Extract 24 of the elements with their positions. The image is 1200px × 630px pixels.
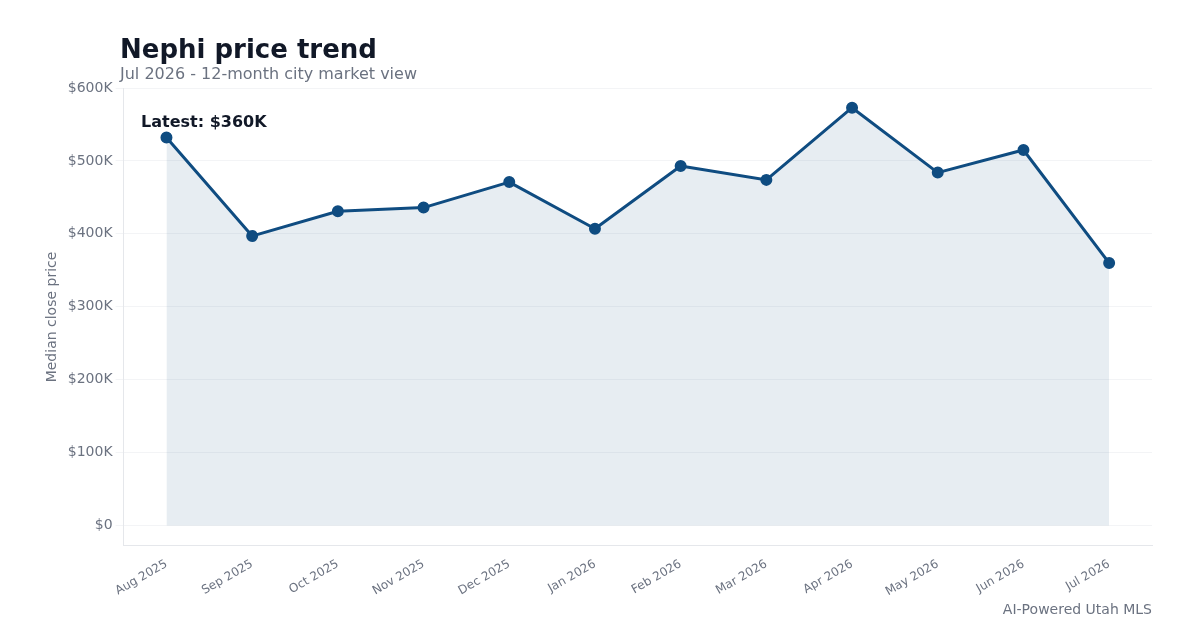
point	[1103, 257, 1116, 270]
y-tick-label: $500K	[67, 151, 114, 168]
point	[931, 166, 944, 179]
chart-title: Nephi price trend	[120, 34, 377, 64]
y-tick-label: $100K	[67, 443, 114, 460]
text: AI-Powered Utah MLS	[1002, 601, 1152, 617]
y-axis-title: Median close price	[43, 251, 60, 383]
point	[674, 160, 687, 173]
point	[760, 173, 773, 186]
y-tick-label: $0	[94, 516, 113, 533]
point	[846, 101, 859, 114]
y-tick-label: $200K	[67, 370, 114, 387]
point	[503, 176, 516, 189]
point	[588, 222, 601, 235]
point	[417, 201, 430, 214]
point	[160, 131, 173, 144]
point	[1017, 143, 1030, 156]
y-tick-label: $400K	[67, 224, 114, 241]
point	[331, 205, 344, 218]
chart-subtitle: Jul 2026 - 12-month city market view	[120, 64, 417, 83]
point	[246, 230, 259, 243]
annotation: Latest: $360K	[141, 112, 267, 131]
y-tick-label: $300K	[67, 297, 114, 314]
y-tick-label: $600K	[67, 78, 114, 95]
